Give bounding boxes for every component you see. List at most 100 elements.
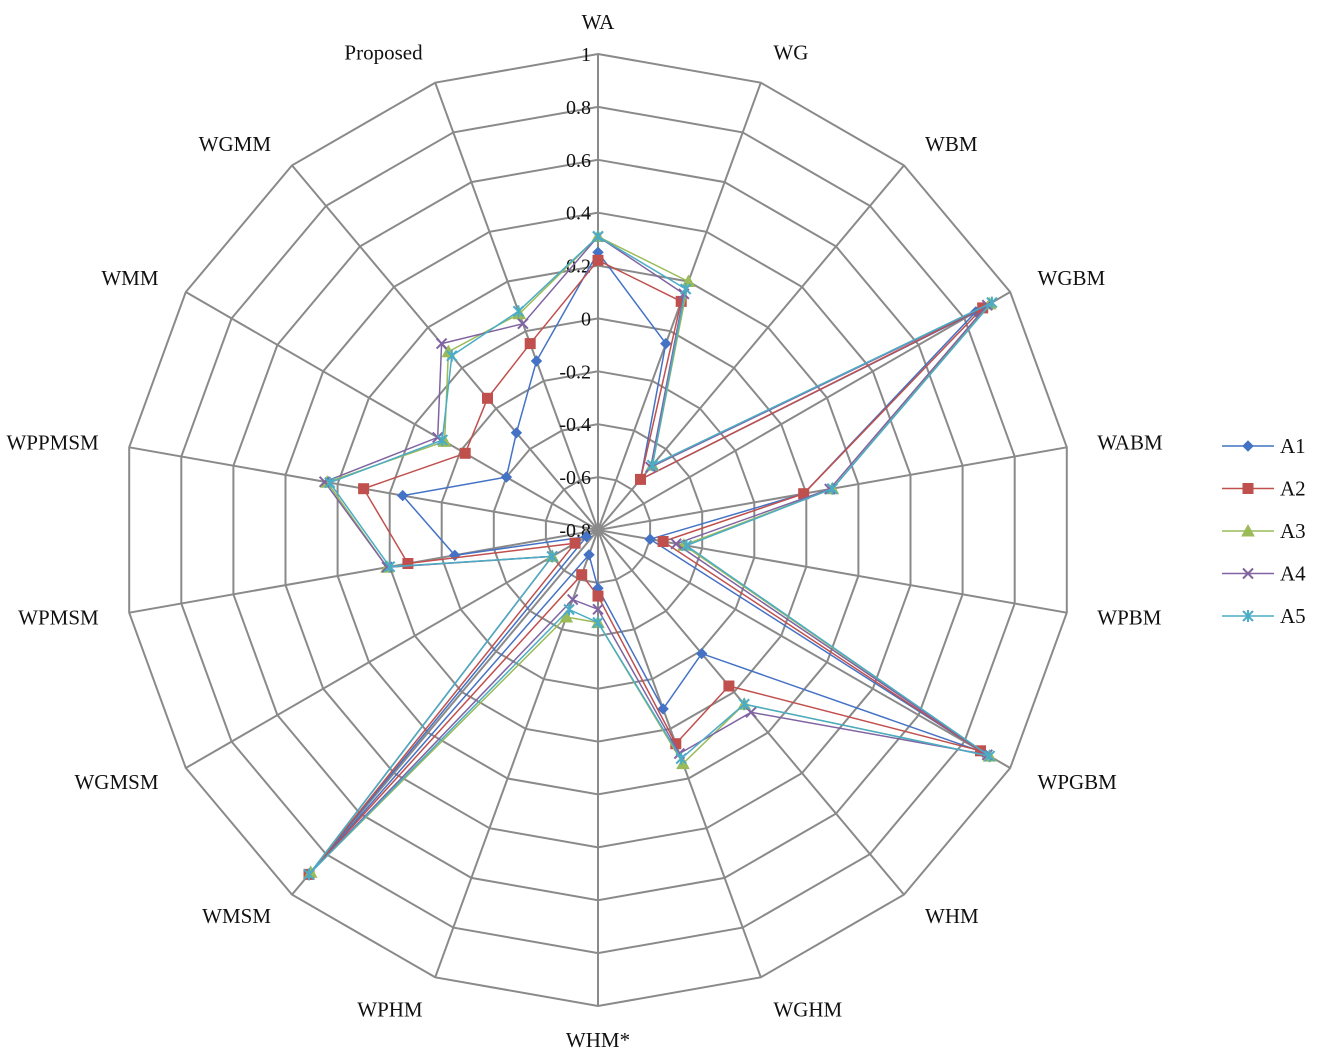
- data-point-a1: [583, 549, 595, 561]
- axis-label: WGMM: [199, 132, 272, 156]
- data-point-a2: [459, 447, 471, 459]
- data-point-a5: [383, 560, 396, 573]
- tick-label: -0.2: [559, 361, 591, 383]
- spoke-wgmsm: [185, 529, 599, 769]
- tick-label: 1: [581, 44, 591, 66]
- axis-label: WMM: [101, 266, 158, 290]
- data-point-a1: [580, 530, 593, 543]
- axis-label: WPBM: [1097, 606, 1162, 630]
- data-point-a5: [446, 349, 458, 362]
- data-point-a4: [435, 337, 448, 350]
- series-line-a5: [308, 235, 993, 875]
- data-point-a4: [670, 538, 682, 550]
- series-a5: [303, 230, 998, 881]
- series-line-a3: [310, 235, 991, 873]
- data-point-a5: [826, 482, 839, 495]
- data-point-a5: [563, 603, 575, 616]
- tick-labels: 10.80.60.40.20-0.2-0.4-0.6-0.8: [559, 44, 591, 542]
- axis-label: WBM: [925, 132, 978, 156]
- tick-label: -0.4: [559, 414, 591, 436]
- data-point-a5: [986, 296, 998, 309]
- data-point-a5: [675, 752, 687, 765]
- data-point-a2: [569, 537, 581, 549]
- legend-label: A5: [1280, 604, 1306, 628]
- data-point-a1: [695, 647, 708, 660]
- legend-marker: [1242, 483, 1254, 494]
- spoke-proposed: [434, 82, 599, 531]
- tick-label: 0.4: [566, 203, 591, 225]
- spoke-wpmsm: [129, 529, 599, 614]
- axis-label: WGBM: [1038, 266, 1106, 290]
- tick-label: 0: [581, 308, 591, 330]
- data-point-a1: [660, 337, 672, 350]
- legend-item-a4: A4: [1222, 562, 1306, 586]
- data-point-a5: [592, 230, 604, 243]
- data-point-a5: [592, 616, 604, 629]
- data-point-a1: [657, 703, 669, 715]
- data-point-a5: [436, 434, 449, 447]
- axis-label: WG: [773, 40, 808, 64]
- legend-marker: [1242, 610, 1254, 622]
- tick-label: 0.6: [566, 150, 591, 172]
- axis-label: WPMSM: [18, 606, 99, 630]
- data-point-a5: [679, 283, 692, 295]
- axis-labels: WA WG WBM WGBM WABM WPBM WPGBM WHM WGHM WHM* WPHM W…: [6, 10, 1162, 1048]
- legend-label: A3: [1280, 519, 1306, 543]
- data-point-a5: [303, 868, 315, 881]
- data-point-a1: [396, 489, 409, 502]
- legend-item-a5: A5: [1222, 604, 1306, 628]
- tick-label: -0.6: [559, 467, 591, 489]
- spoke-wgbm: [597, 291, 1011, 531]
- series-line-a4: [308, 235, 988, 875]
- legend-marker: [1241, 523, 1255, 537]
- data-point-a5: [680, 539, 693, 552]
- axis-label: WPHM: [357, 998, 423, 1022]
- data-point-a5: [646, 459, 659, 472]
- data-point-a3: [559, 609, 574, 623]
- data-point-a5: [324, 476, 336, 489]
- axis-label: WHM: [925, 904, 979, 928]
- legend-item-a3: A3: [1222, 519, 1306, 543]
- legend-label: A2: [1280, 477, 1306, 501]
- data-point-a2: [524, 338, 536, 350]
- axis-label: WABM: [1097, 431, 1163, 455]
- data-point-a2: [482, 392, 493, 404]
- legend-item-a1: A1: [1222, 434, 1306, 458]
- data-point-a5: [983, 750, 996, 763]
- data-point-a2: [592, 254, 604, 266]
- data-point-a4: [592, 603, 604, 616]
- axis-label: WMSM: [202, 904, 271, 928]
- data-point-a4: [517, 317, 529, 330]
- data-point-a4: [566, 593, 579, 606]
- axis-label: WA: [582, 10, 615, 34]
- data-point-a5: [738, 698, 750, 711]
- axis-label: WPGBM: [1038, 770, 1118, 794]
- data-point-a1: [644, 533, 656, 545]
- legend: A1 A2 A3 A4 A5: [1222, 434, 1306, 628]
- legend-label: A1: [1280, 434, 1306, 458]
- data-point-a1: [500, 471, 513, 483]
- radar-grid: [128, 52, 1068, 1008]
- spoke-wmm: [185, 291, 599, 531]
- spoke-wpgbm: [597, 529, 1011, 769]
- data-point-a1: [530, 355, 543, 367]
- data-point-a2: [576, 569, 588, 581]
- tick-label: 0.8: [566, 97, 591, 119]
- data-point-a2: [592, 590, 604, 602]
- legend-marker: [1242, 567, 1254, 580]
- legend-item-a2: A2: [1222, 477, 1306, 501]
- spoke-wphm: [434, 529, 599, 978]
- data-point-a2: [635, 473, 646, 485]
- axis-label: WGHM: [773, 998, 842, 1022]
- data-point-a2: [402, 558, 414, 569]
- axis-label: Proposed: [344, 40, 423, 64]
- legend-label: A4: [1280, 562, 1306, 586]
- axis-label: WGMSM: [74, 770, 158, 794]
- data-point-a2: [723, 680, 735, 692]
- legend-marker: [1242, 440, 1254, 452]
- series-a4: [303, 230, 994, 881]
- data-point-a5: [512, 305, 525, 318]
- data-point-a2: [358, 483, 370, 495]
